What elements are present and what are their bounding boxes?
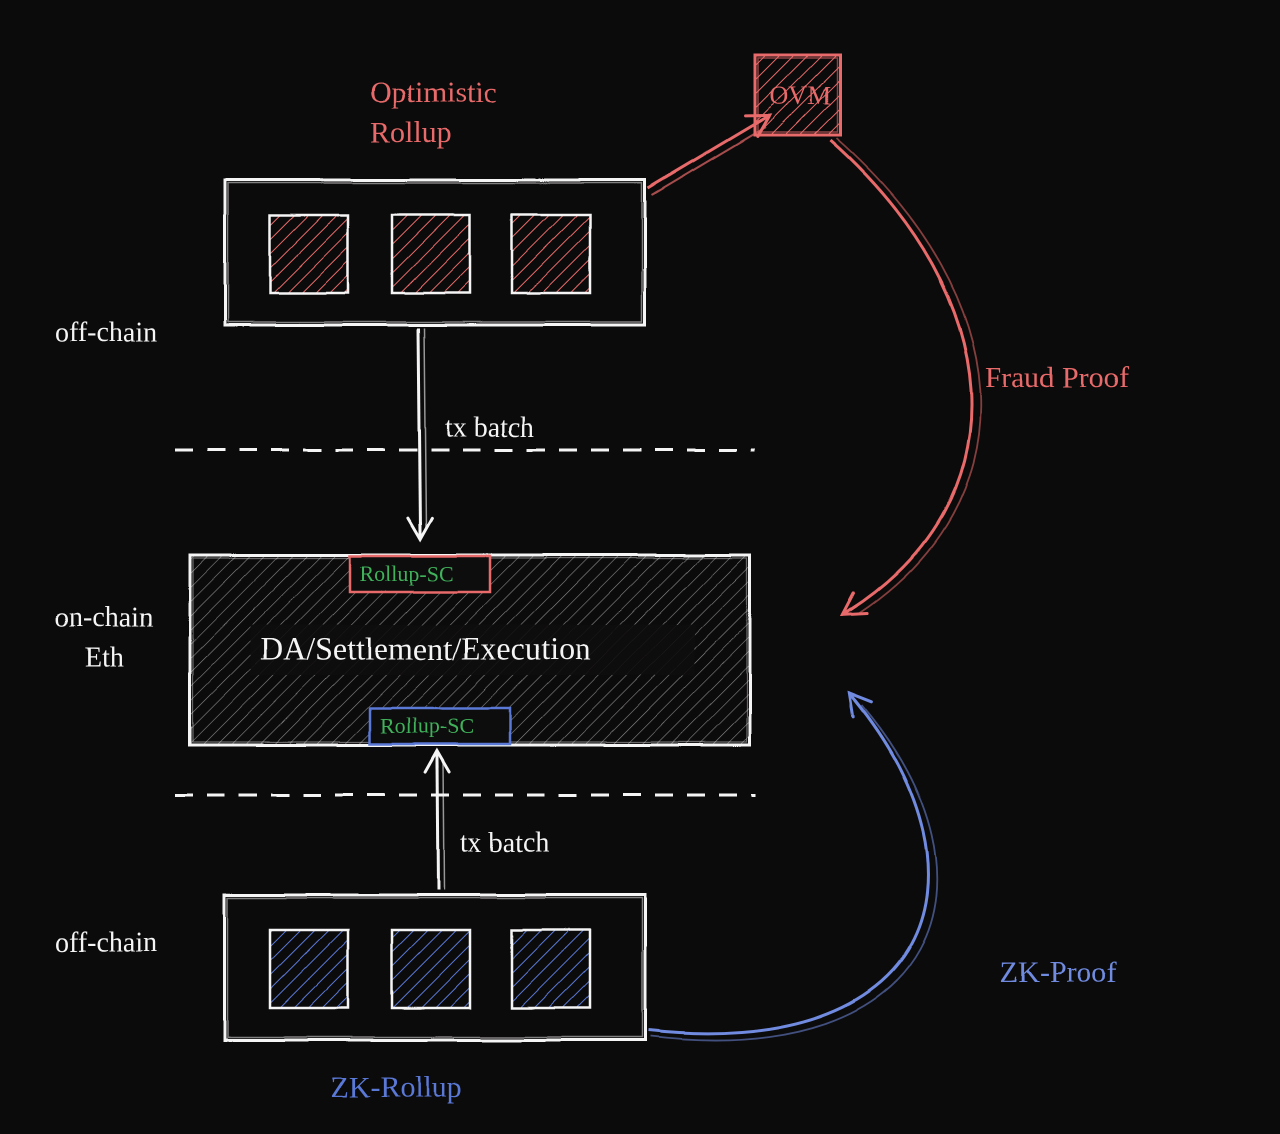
diagram-canvas: Optimistic Rollup OVM off-chain tx batch…	[0, 0, 1280, 1134]
label-txbatch-bottom: tx batch	[460, 827, 549, 858]
label-offchain-top: off-chain	[55, 317, 157, 348]
label-offchain-bottom: off-chain	[55, 927, 157, 958]
da-settlement-label: DA/Settlement/Execution	[260, 630, 591, 666]
optimistic-tx-boxes	[270, 215, 590, 293]
label-fraud-proof: Fraud Proof	[985, 361, 1129, 394]
label-onchain-l1: on-chain	[55, 602, 153, 633]
rollup-sc-bottom-label: Rollup-SC	[380, 713, 474, 738]
title-optimistic-l1: Optimistic	[370, 76, 497, 109]
ovm-label: OVM	[770, 81, 831, 110]
label-txbatch-top: tx batch	[445, 412, 534, 443]
title-optimistic-l2: Rollup	[370, 116, 452, 149]
label-zk-proof: ZK-Proof	[1000, 956, 1117, 989]
zk-tx-boxes	[270, 930, 590, 1008]
title-zk-rollup: ZK-Rollup	[330, 1071, 462, 1104]
label-onchain-l2: Eth	[85, 642, 124, 673]
rollup-sc-top-label: Rollup-SC	[360, 561, 454, 586]
